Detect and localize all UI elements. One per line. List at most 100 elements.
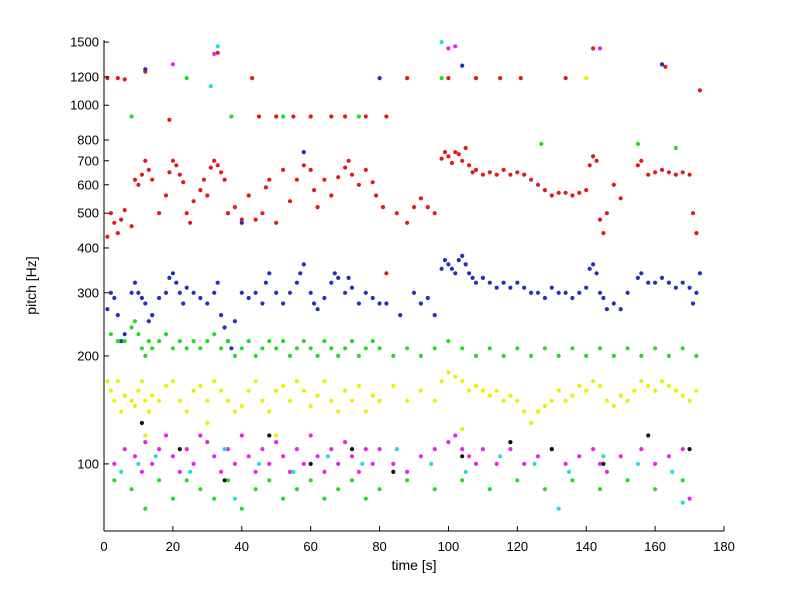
data-point bbox=[177, 290, 182, 295]
data-point bbox=[146, 167, 151, 172]
data-point bbox=[239, 290, 244, 295]
data-point bbox=[136, 388, 141, 393]
data-point bbox=[470, 275, 475, 280]
data-point bbox=[542, 188, 548, 193]
data-point bbox=[694, 388, 699, 393]
data-point bbox=[105, 234, 110, 239]
data-point bbox=[129, 325, 134, 330]
data-point bbox=[549, 398, 554, 403]
data-point bbox=[439, 40, 444, 45]
data-point bbox=[170, 379, 175, 384]
data-point bbox=[470, 170, 475, 175]
data-point bbox=[336, 409, 341, 414]
data-point bbox=[136, 290, 141, 295]
data-point bbox=[446, 370, 451, 375]
data-point bbox=[611, 301, 616, 306]
data-point bbox=[411, 205, 417, 210]
data-point bbox=[405, 346, 410, 351]
data-point bbox=[336, 487, 341, 492]
data-point bbox=[446, 154, 451, 159]
data-point bbox=[604, 469, 610, 474]
data-point bbox=[122, 208, 127, 213]
data-point bbox=[301, 461, 306, 466]
data-point bbox=[239, 506, 244, 511]
data-point bbox=[253, 487, 258, 492]
data-point bbox=[198, 383, 203, 388]
data-point bbox=[256, 461, 262, 466]
data-point bbox=[329, 114, 334, 119]
x-axis-label: time [s] bbox=[391, 557, 436, 573]
data-point bbox=[687, 496, 692, 501]
data-point bbox=[263, 280, 268, 285]
data-point bbox=[122, 339, 127, 344]
data-point bbox=[191, 290, 196, 295]
data-point bbox=[659, 275, 665, 280]
data-point bbox=[239, 433, 244, 438]
data-point bbox=[246, 295, 251, 301]
data-point bbox=[322, 177, 327, 182]
data-point bbox=[139, 379, 144, 384]
data-point bbox=[188, 469, 193, 474]
data-point bbox=[535, 409, 541, 414]
series-4 bbox=[112, 44, 692, 501]
data-point bbox=[577, 290, 582, 295]
data-point bbox=[232, 205, 237, 210]
data-point bbox=[308, 461, 313, 466]
y-tick-label: 1000 bbox=[70, 98, 99, 113]
data-point bbox=[184, 346, 189, 351]
y-tick-label: 200 bbox=[77, 348, 99, 363]
data-point bbox=[119, 339, 124, 344]
data-point bbox=[208, 165, 213, 170]
data-point bbox=[566, 469, 572, 474]
data-point bbox=[184, 211, 189, 216]
data-point bbox=[591, 262, 596, 267]
data-point bbox=[384, 271, 389, 276]
series-3 bbox=[105, 76, 699, 445]
data-point bbox=[170, 62, 175, 67]
data-point bbox=[198, 433, 203, 438]
data-point bbox=[132, 403, 138, 409]
data-point bbox=[115, 313, 120, 318]
data-point bbox=[308, 478, 313, 483]
data-point bbox=[653, 170, 658, 175]
data-point bbox=[601, 295, 606, 301]
data-point bbox=[301, 163, 306, 168]
data-point bbox=[274, 220, 279, 225]
data-point bbox=[446, 46, 451, 51]
data-point bbox=[529, 353, 534, 358]
data-point bbox=[191, 461, 196, 466]
data-point bbox=[301, 150, 306, 155]
data-point bbox=[336, 461, 341, 466]
data-point bbox=[301, 388, 306, 393]
data-point bbox=[663, 64, 668, 69]
data-point bbox=[446, 440, 451, 445]
data-point bbox=[494, 388, 499, 393]
data-point bbox=[267, 339, 272, 344]
data-point bbox=[139, 346, 144, 351]
data-point bbox=[439, 76, 444, 81]
data-point bbox=[570, 295, 575, 301]
data-point bbox=[570, 478, 575, 483]
data-point bbox=[143, 301, 148, 306]
data-point bbox=[315, 454, 320, 459]
data-point bbox=[618, 196, 623, 201]
data-point bbox=[239, 346, 244, 351]
data-point bbox=[122, 393, 127, 398]
data-point bbox=[570, 193, 575, 198]
data-point bbox=[591, 154, 596, 159]
data-point bbox=[150, 393, 155, 398]
data-point bbox=[170, 496, 175, 501]
data-point bbox=[635, 275, 641, 280]
data-point bbox=[184, 409, 189, 414]
data-point bbox=[267, 177, 272, 182]
data-point bbox=[473, 167, 479, 172]
data-point bbox=[473, 461, 479, 466]
data-point bbox=[391, 353, 396, 358]
data-point bbox=[363, 346, 368, 351]
data-point bbox=[577, 190, 582, 195]
data-point bbox=[177, 469, 182, 474]
data-point bbox=[312, 188, 317, 193]
data-point bbox=[659, 379, 665, 384]
data-point bbox=[115, 231, 120, 236]
data-point bbox=[260, 301, 265, 306]
